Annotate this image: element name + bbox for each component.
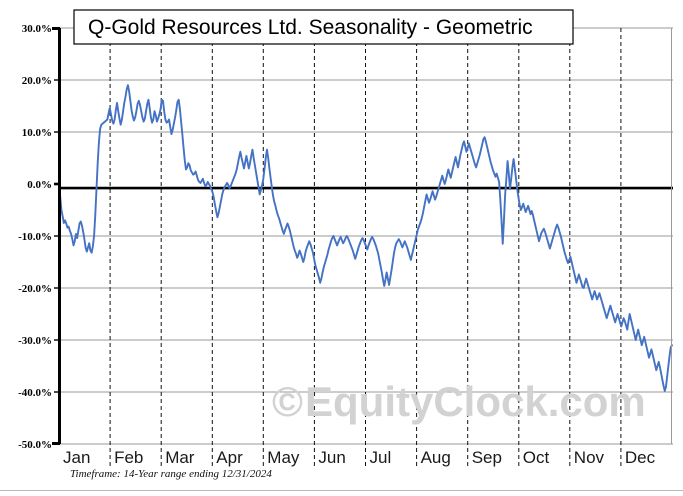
- y-tick-label: -20.0%: [18, 283, 52, 295]
- chart-title: Q-Gold Resources Ltd. Seasonality - Geom…: [73, 9, 574, 45]
- footnote-label: Timeframe: 14-Year range ending 12/31/20…: [70, 468, 272, 480]
- y-tick-label: -10.0%: [18, 231, 52, 243]
- x-tick-label: Jan: [63, 448, 90, 467]
- copyright-icon: ©: [272, 378, 303, 425]
- chart-title-label: Q-Gold Resources Ltd. Seasonality - Geom…: [88, 16, 533, 39]
- y-axis-tick-marks: [54, 79, 60, 393]
- y-tick-label: 30.0%: [22, 23, 52, 35]
- x-tick-label: Nov: [574, 448, 605, 467]
- y-tick-label: 0.0%: [27, 179, 52, 191]
- vertical-gridlines: [109, 28, 622, 468]
- y-tick-label: 20.0%: [22, 75, 52, 87]
- chart-title-box: [73, 9, 574, 45]
- y-tick-label: -50.0%: [18, 439, 52, 451]
- x-tick-label: Mar: [165, 448, 195, 467]
- x-tick-label: Dec: [625, 448, 656, 467]
- y-tick-label: -40.0%: [18, 387, 52, 399]
- y-tick-label: -30.0%: [18, 335, 52, 347]
- watermark: © EquityClock.com: [272, 378, 646, 425]
- x-tick-label: May: [267, 448, 300, 467]
- x-axis-tick-labels: Jan Feb Mar Apr May Jun Jul Aug Sep Oct Nov Dec: [63, 448, 656, 467]
- y-axis-tick-labels: 30.0% 20.0% 10.0% 0.0% -10.0% -20.0% -30.0% -40…: [18, 23, 52, 451]
- x-tick-label: Feb: [114, 448, 143, 467]
- x-tick-label: Sep: [472, 448, 502, 467]
- seasonality-line: [58, 84, 673, 392]
- x-tick-label: Aug: [421, 448, 451, 467]
- watermark-label: EquityClock.com: [305, 378, 646, 425]
- x-tick-label: Jul: [370, 448, 392, 467]
- x-tick-label: Apr: [216, 448, 243, 467]
- x-tick-label: Oct: [523, 448, 550, 467]
- x-tick-label: Jun: [318, 448, 345, 467]
- y-tick-label: 10.0%: [22, 127, 52, 139]
